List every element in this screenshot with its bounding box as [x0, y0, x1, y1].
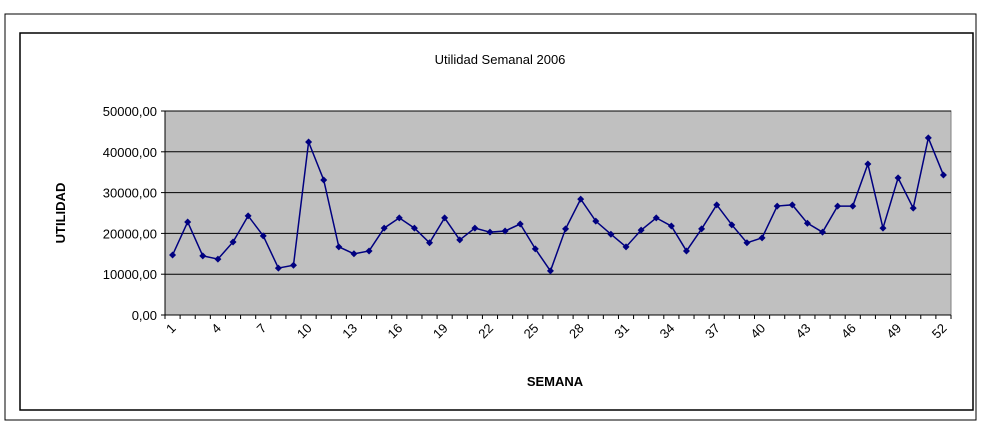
marker	[652, 214, 660, 222]
marker	[803, 219, 811, 227]
series-line	[171, 135, 945, 273]
marker	[199, 252, 207, 260]
y-tick-label: 20000,00	[103, 226, 157, 241]
marker	[849, 202, 857, 210]
marker	[274, 264, 282, 272]
outer-frame	[4, 13, 977, 421]
marker	[259, 232, 267, 240]
marker	[244, 212, 252, 220]
marker	[939, 171, 947, 179]
marker	[894, 174, 902, 182]
y-tick-label: 30000,00	[103, 186, 157, 201]
marker	[788, 201, 796, 209]
marker	[214, 255, 222, 263]
marker	[184, 218, 192, 226]
x-axis-label: SEMANA	[527, 374, 584, 389]
marker	[667, 222, 675, 230]
y-axis-label: UTILIDAD	[53, 183, 68, 244]
marker	[289, 261, 297, 269]
y-tick-label: 0,00	[132, 308, 157, 323]
marker	[577, 195, 585, 203]
y-tick-label: 40000,00	[103, 145, 157, 160]
marker	[169, 251, 177, 259]
chart-title: Utilidad Semanal 2006	[435, 52, 566, 67]
marker	[924, 134, 932, 142]
marker	[682, 247, 690, 255]
marker	[395, 214, 403, 222]
marker	[320, 176, 328, 184]
marker	[773, 202, 781, 210]
marker	[864, 160, 872, 168]
marker	[819, 228, 827, 236]
marker	[546, 267, 554, 275]
marker	[486, 228, 494, 236]
y-tick-label: 10000,00	[103, 267, 157, 282]
marker	[592, 217, 600, 225]
marker	[305, 138, 313, 146]
marker	[637, 226, 645, 234]
marker	[335, 243, 343, 251]
marker	[607, 230, 615, 238]
marker	[229, 238, 237, 246]
marker	[350, 250, 358, 258]
marker	[456, 236, 464, 244]
marker	[713, 201, 721, 209]
marker	[380, 224, 388, 232]
marker	[834, 202, 842, 210]
marker	[365, 247, 373, 255]
marker	[562, 225, 570, 233]
marker	[501, 227, 509, 235]
marker	[622, 243, 630, 251]
marker	[410, 224, 418, 232]
marker	[698, 225, 706, 233]
marker	[909, 204, 917, 212]
marker	[728, 221, 736, 229]
plot-area	[164, 110, 952, 316]
marker	[531, 245, 539, 253]
marker	[426, 239, 434, 247]
y-tick-label: 50000,00	[103, 104, 157, 119]
marker	[758, 234, 766, 242]
marker	[441, 214, 449, 222]
marker	[471, 224, 479, 232]
marker	[516, 220, 524, 228]
marker	[879, 224, 887, 232]
marker	[743, 239, 751, 247]
